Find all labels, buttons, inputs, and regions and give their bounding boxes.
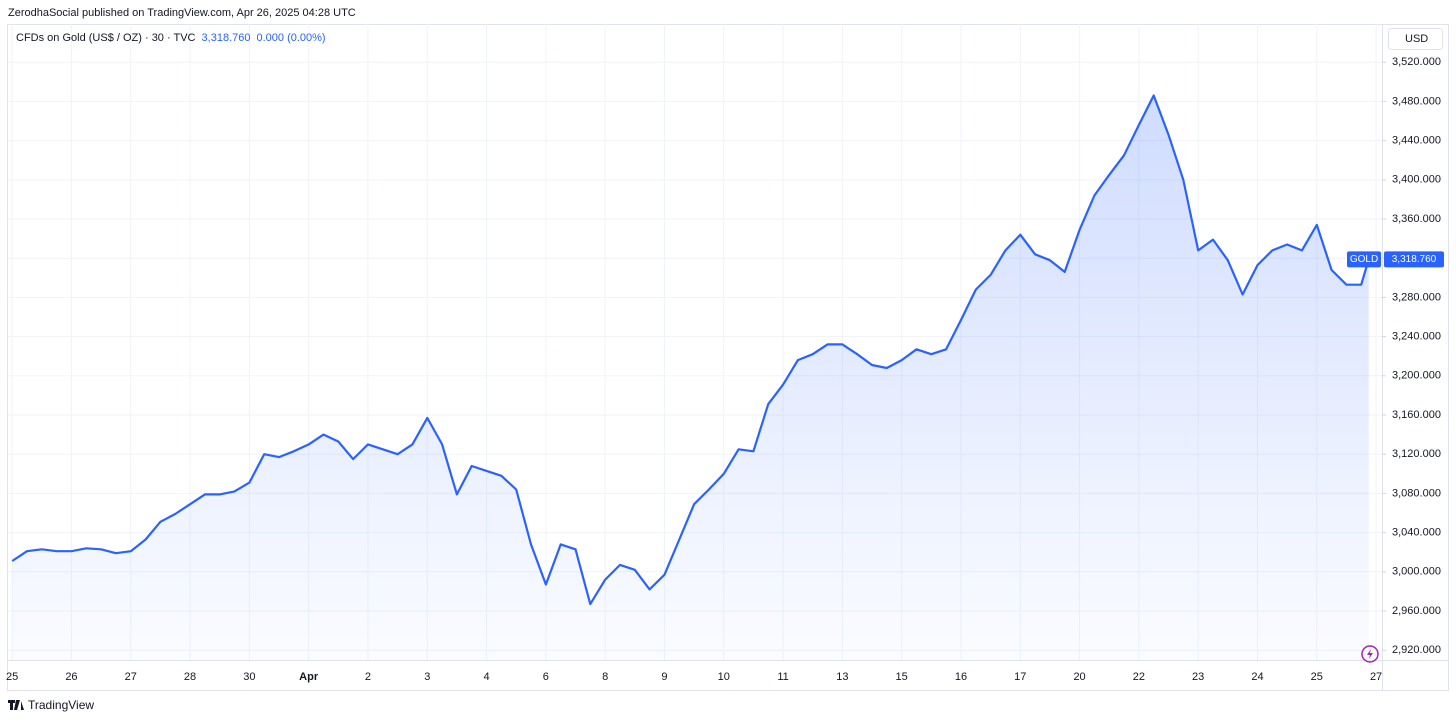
x-tick-label: 4 [483, 671, 489, 683]
price-tag-name-box [1347, 251, 1381, 268]
plot: GOLD 3,318.760 [11, 94, 1444, 660]
x-tick-label: 25 [6, 671, 18, 683]
y-tick-label: 3,400.000 [1392, 174, 1441, 186]
events-icon-bolt [1367, 649, 1373, 659]
y-tick-label: 2,960.000 [1392, 605, 1441, 617]
x-tick-label: 8 [602, 671, 608, 683]
x-tick-label: 25 [1311, 671, 1323, 683]
y-tick-label: 3,120.000 [1392, 448, 1441, 460]
x-tick-label: 6 [543, 671, 549, 683]
price-tag-name: GOLD [1350, 254, 1378, 265]
events-icon[interactable] [1361, 645, 1379, 663]
x-tick-label: 13 [836, 671, 848, 683]
y-tick-label: 3,280.000 [1392, 291, 1441, 303]
price-tag-label: 3,318.760 [1392, 254, 1437, 265]
brand-logo [8, 700, 24, 710]
y-tick-label: 3,240.000 [1392, 331, 1441, 343]
x-tick-label: 22 [1133, 671, 1145, 683]
currency-button[interactable] [1388, 28, 1443, 50]
x-tick-label: Apr [299, 671, 319, 683]
area [12, 95, 1369, 660]
line [11, 94, 1370, 606]
legend-symbol: CFDs on Gold (US$ / OZ) · 30 · TVC [16, 32, 196, 44]
y-tick-label: 3,000.000 [1392, 566, 1441, 578]
currency-label[interactable]: USD [1405, 33, 1428, 45]
x-tick-label: 2 [365, 671, 371, 683]
x-tick-label: 27 [125, 671, 137, 683]
x-tick-label: 17 [1014, 671, 1026, 683]
x-tick-label: 23 [1192, 671, 1204, 683]
y-tick-label: 3,080.000 [1392, 487, 1441, 499]
chart-frame [7, 24, 1449, 691]
x-tick-label: 26 [65, 671, 77, 683]
x-tick-label: 15 [896, 671, 908, 683]
x-tick-label: 27 [1370, 671, 1382, 683]
x-tick-label: 9 [661, 671, 667, 683]
y-tick-label: 3,440.000 [1392, 135, 1441, 147]
price-tag-box [1384, 251, 1444, 268]
x-tick-label: 11 [777, 671, 788, 683]
x-tick-label: 3 [424, 671, 430, 683]
y-tick-label: 2,920.000 [1392, 644, 1441, 656]
y-tick-label: 3,200.000 [1392, 370, 1441, 382]
x-tick-label: 28 [184, 671, 196, 683]
y-tick-label: 3,040.000 [1392, 527, 1441, 539]
x-tick-label: 30 [243, 671, 255, 683]
header-title: ZerodhaSocial published on TradingView.c… [8, 7, 356, 19]
brand-name: TradingView [28, 698, 94, 712]
y-tick-label: 3,480.000 [1392, 95, 1441, 107]
y-tick-label: 3,160.000 [1392, 409, 1441, 421]
x-tick-label: 24 [1251, 671, 1263, 683]
x-tick-label: 20 [1073, 671, 1085, 683]
legend-change: 0.000 (0.00%) [256, 32, 325, 44]
legend-price: 3,318.760 [202, 32, 251, 44]
x-tick-label: 16 [955, 671, 967, 683]
x-tick-label: 10 [718, 671, 730, 683]
y-tick-label: 3,520.000 [1392, 56, 1441, 68]
y-tick-label: 3,360.000 [1392, 213, 1441, 225]
